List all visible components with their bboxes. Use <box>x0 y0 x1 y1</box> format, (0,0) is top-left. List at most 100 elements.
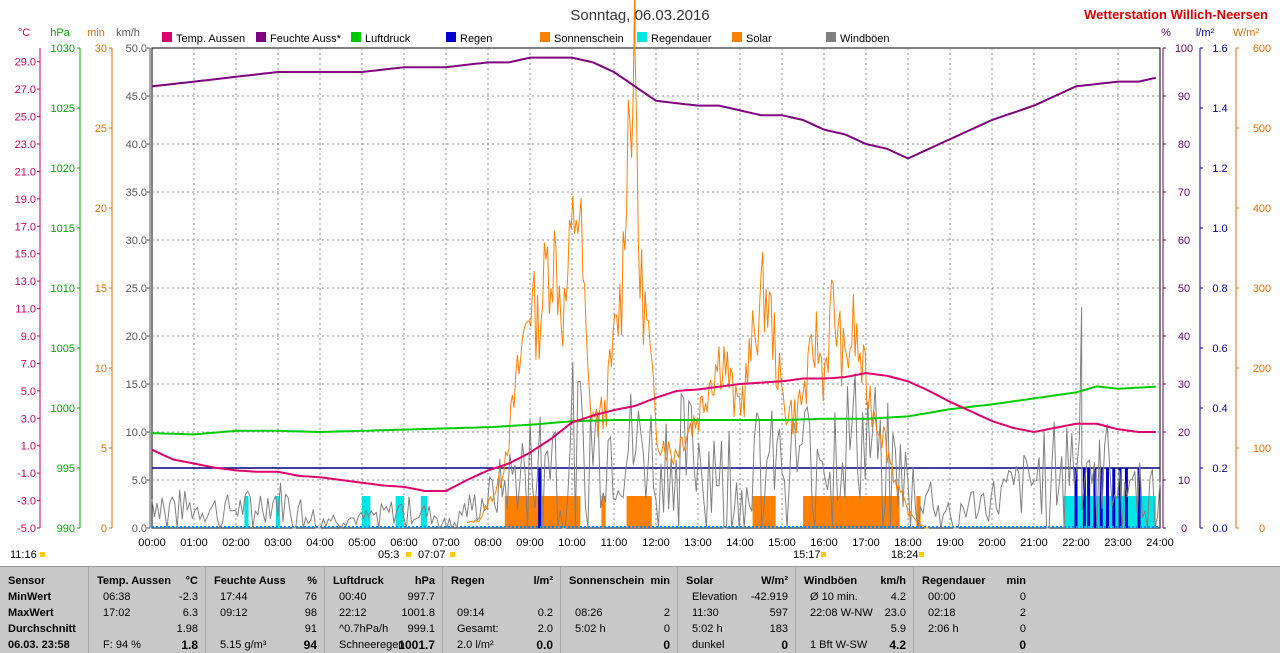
x-axis-label: 20:00 <box>978 537 1006 549</box>
stats-column-title: Temp. Aussen <box>97 575 171 587</box>
stats-cell-label: 06.03. 23:58 <box>8 639 70 651</box>
stats-cell-label: 22:12 <box>339 607 367 619</box>
stats-panel: Sensor MinWert MaxWert Durchschnitt 06.03. 2… <box>0 566 1280 653</box>
humidity-line <box>151 56 1157 160</box>
left-axis-label: 995 <box>57 463 75 475</box>
stats-column-title: Feuchte Auss <box>214 575 286 587</box>
x-axis-label: 19:00 <box>936 537 964 549</box>
stats-cell-value: 1.98 <box>176 623 198 635</box>
sun-time-marker: 07:07 <box>418 549 446 561</box>
x-axis-label: 14:00 <box>726 537 754 549</box>
legend-entry: Temp. Aussen <box>176 33 245 45</box>
x-axis-label: 11:00 <box>601 537 628 549</box>
legend-entry: Feuchte Auss* <box>270 33 342 45</box>
left-axis-label: 17.0 <box>15 221 36 233</box>
stats-column-title: Windböen <box>804 575 858 587</box>
left-axis-label: 45.0 <box>126 91 147 103</box>
left-axis-label: 1025 <box>51 103 75 115</box>
x-axis-label: 12:00 <box>642 537 670 549</box>
sun-time-marker: 15:17 <box>793 549 821 561</box>
right-axis-label: 300 <box>1253 283 1271 295</box>
left-axis-label: -1.0 <box>17 468 36 480</box>
x-axis-label: 04:00 <box>306 537 334 549</box>
stats-cell-label: MaxWert <box>8 607 54 619</box>
x-axis-label: 09:00 <box>516 537 544 549</box>
sunshine-bar <box>916 496 921 528</box>
stats-cell-label: 00:00 <box>928 591 956 603</box>
solar-line <box>466 0 929 529</box>
right-axis-label: 400 <box>1253 203 1271 215</box>
stats-column-title: Regendauer <box>922 575 986 587</box>
stats-column-title: Sonnenschein <box>569 575 645 587</box>
right-axis-label: 30 <box>1178 379 1190 391</box>
right-axis-label: 100 <box>1175 43 1193 55</box>
left-axis-label: -5.0 <box>17 523 36 535</box>
rain-bar <box>1118 468 1122 528</box>
left-axis-label: 1020 <box>51 163 75 175</box>
stats-cell-label: MinWert <box>8 591 52 603</box>
left-axis-label: 990 <box>57 523 75 535</box>
right-axis-unit: l/m² <box>1196 27 1215 39</box>
right-axis-label: 0 <box>1181 523 1187 535</box>
right-axis-label: 0.2 <box>1212 463 1227 475</box>
stats-cell-value: 0 <box>1019 638 1026 652</box>
stats-column: Windböen km/h Ø 10 min. 4.2 22:08 W-NW 23.0 5.… <box>795 567 914 653</box>
left-axis-unit: hPa <box>50 27 70 39</box>
legend-swatch <box>351 32 361 42</box>
left-axis-label: 15.0 <box>126 379 147 391</box>
left-axis-unit: km/h <box>116 27 140 39</box>
stats-cell-label: Durchschnitt <box>8 623 76 635</box>
left-axis-label: 3.0 <box>21 413 36 425</box>
x-axis-label: 17:00 <box>852 537 880 549</box>
x-axis-label: 06:00 <box>390 537 418 549</box>
stats-cell-value: 2.0 <box>537 623 553 635</box>
stats-cell-label: Gesamt: <box>457 623 499 635</box>
x-axis-label: 23:00 <box>1104 537 1132 549</box>
stats-column-unit: °C <box>185 575 198 587</box>
left-axis-label: 1.0 <box>21 441 36 453</box>
rain-bar <box>1137 468 1141 528</box>
stats-column: Temp. Aussen °C 06:38 -2.3 17:02 6.3 1.98 F: 94… <box>88 567 206 653</box>
left-axis-label: -3.0 <box>17 496 36 508</box>
x-axis-label: 16:00 <box>810 537 838 549</box>
right-axis-label: 10 <box>1178 475 1190 487</box>
x-axis-label: 08:00 <box>474 537 502 549</box>
x-axis-label: 05:00 <box>348 537 376 549</box>
left-axis-label: 20 <box>95 203 107 215</box>
stats-column-unit: l/m² <box>533 575 553 587</box>
stats-cell-value: 0 <box>1019 623 1026 635</box>
stats-cell-value: -42.919 <box>750 591 788 603</box>
stats-column-unit: min <box>650 575 670 587</box>
stats-cell-value: 5.9 <box>890 623 906 635</box>
stats-cell-value: 23.0 <box>884 607 906 619</box>
left-axis-label: 1010 <box>51 283 75 295</box>
stats-cell-label: 2.0 l/m² <box>457 639 494 651</box>
left-axis-label: 1000 <box>51 403 75 415</box>
stats-cell-value: 999.1 <box>407 623 435 635</box>
rain-duration-bar <box>395 496 404 528</box>
stats-cell-value: 0.2 <box>537 607 553 619</box>
stats-cell-value: 2 <box>1019 607 1026 619</box>
x-axis-label: 15:00 <box>768 537 796 549</box>
legend-entry: Regen <box>460 33 492 45</box>
stats-cell-value: 183 <box>769 623 788 635</box>
right-axis-label: 1.6 <box>1212 43 1227 55</box>
legend-entry: Luftdruck <box>365 33 411 45</box>
x-axis-label: 03:00 <box>264 537 292 549</box>
left-axis-label: 13.0 <box>15 276 36 288</box>
left-axis-label: 5.0 <box>21 386 36 398</box>
stats-cell-value: 0 <box>1019 591 1026 603</box>
left-axis-label: 0 <box>101 523 107 535</box>
stats-column: Regen l/m² 09:14 0.2 Gesamt: 2.0 2.0 l/m² 0.0 <box>442 567 561 653</box>
left-axis-label: 7.0 <box>21 358 36 370</box>
rain-duration-bar <box>244 496 249 528</box>
rain-bar <box>1093 468 1097 528</box>
left-axis-label: 20.0 <box>126 331 147 343</box>
left-axis-label: 50.0 <box>126 43 147 55</box>
stats-cell-label: 17:44 <box>220 591 248 603</box>
legend-swatch <box>826 32 836 42</box>
stats-cell-label: F: 94 % <box>103 639 141 651</box>
left-axis-label: 23.0 <box>15 139 36 151</box>
right-axis-unit: % <box>1161 27 1171 39</box>
left-axis-label: 1030 <box>51 43 75 55</box>
